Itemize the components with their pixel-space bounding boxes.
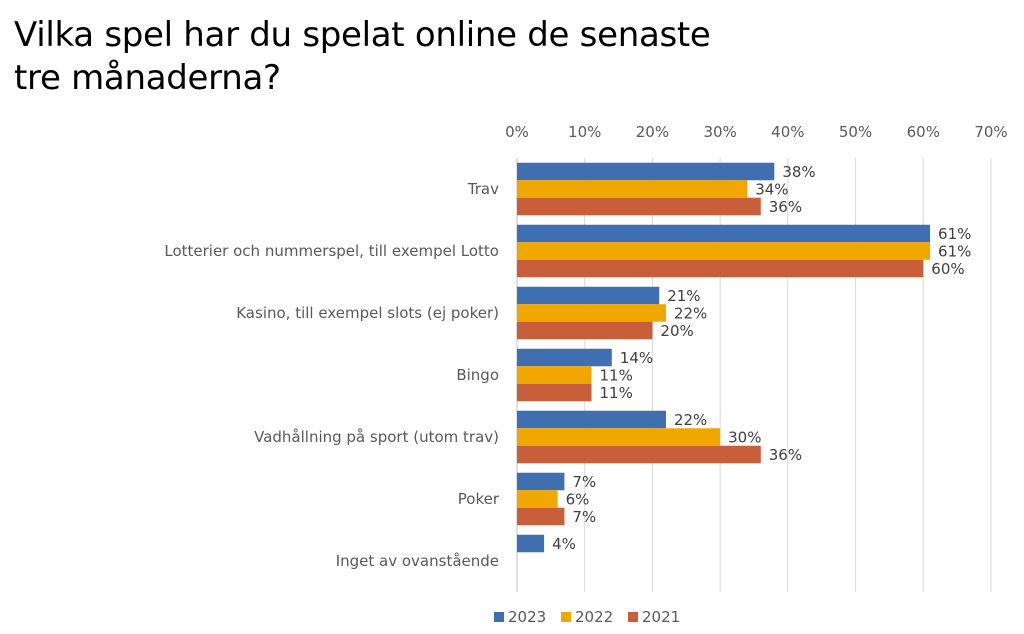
data-label: 20%: [660, 322, 693, 340]
legend-label: 2022: [575, 608, 613, 626]
bar-2022: [517, 490, 558, 508]
data-label: 22%: [674, 411, 707, 429]
bar-2023: [517, 286, 660, 305]
bar-2023: [517, 472, 565, 491]
category-label: Kasino, till exempel slots (ej poker): [236, 304, 499, 322]
data-label: 38%: [782, 163, 815, 181]
chart-title: Vilka spel har du spelat online de senas…: [14, 15, 711, 98]
x-tick-label: 0%: [505, 123, 529, 141]
data-label: 21%: [667, 287, 700, 305]
bar-2023: [517, 410, 666, 429]
x-tick-label: 30%: [703, 123, 736, 141]
legend-swatch-2021: [628, 612, 638, 622]
data-label: 60%: [931, 260, 964, 278]
x-tick-label: 40%: [771, 123, 804, 141]
data-label: 61%: [938, 225, 971, 243]
data-label: 36%: [769, 198, 802, 216]
x-tick-label: 50%: [839, 123, 872, 141]
legend-swatch-2022: [561, 612, 571, 622]
bar-2021: [517, 259, 924, 278]
x-tick-label: 20%: [636, 123, 669, 141]
data-label: 7%: [572, 473, 596, 491]
data-label: 4%: [552, 535, 576, 553]
category-label: Vadhållning på sport (utom trav): [254, 428, 499, 446]
category-label: Bingo: [456, 366, 499, 384]
x-tick-label: 60%: [907, 123, 940, 141]
bar-2022: [517, 428, 721, 446]
data-label: 14%: [620, 349, 653, 367]
category-label: Trav: [467, 180, 499, 198]
data-label: 6%: [566, 491, 590, 509]
bar-2023: [517, 534, 545, 553]
bar-2021: [517, 197, 761, 216]
bar-2022: [517, 180, 748, 198]
data-label: 61%: [938, 243, 971, 261]
category-label: Poker: [458, 490, 500, 508]
x-tick-label: 10%: [568, 123, 601, 141]
legend-label: 2023: [508, 608, 546, 626]
bar-2023: [517, 162, 775, 181]
bar-2023: [517, 224, 931, 243]
bar-2021: [517, 383, 592, 402]
data-label: 11%: [599, 367, 632, 385]
bar-2022: [517, 304, 666, 322]
data-label: 36%: [769, 446, 802, 464]
legend-swatch-2023: [494, 612, 504, 622]
data-label: 22%: [674, 305, 707, 323]
data-label: 34%: [755, 181, 788, 199]
data-label: 7%: [572, 508, 596, 526]
bar-2021: [517, 507, 565, 526]
bar-2022: [517, 242, 931, 260]
category-label: Inget av ovanstående: [336, 552, 499, 570]
category-label: Lotterier och nummerspel, till exempel L…: [164, 242, 499, 260]
x-tick-label: 70%: [974, 123, 1007, 141]
legend-label: 2021: [642, 608, 680, 626]
data-label: 11%: [599, 384, 632, 402]
bar-2021: [517, 445, 761, 464]
bar-2021: [517, 321, 653, 340]
bar-2023: [517, 348, 612, 367]
data-label: 30%: [728, 429, 761, 447]
bar-2022: [517, 366, 592, 384]
